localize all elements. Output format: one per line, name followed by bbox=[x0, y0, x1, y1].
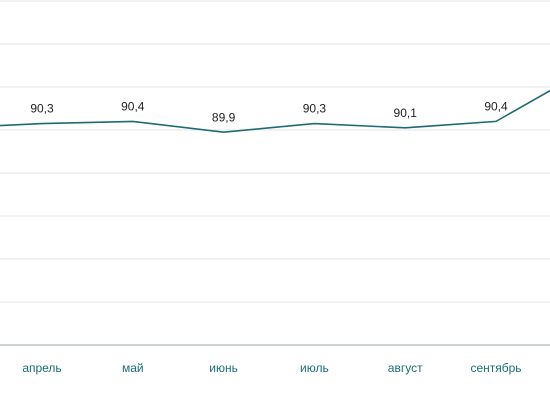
x-tick-label: август bbox=[388, 361, 423, 375]
data-label: 90,4 bbox=[121, 100, 145, 114]
data-label: 90,4 bbox=[484, 100, 508, 114]
x-tick-label: июль bbox=[300, 361, 329, 375]
x-tick-label: сентябрь bbox=[470, 361, 521, 375]
data-label: 89,9 bbox=[212, 110, 236, 124]
data-label: 90,1 bbox=[394, 106, 418, 120]
x-tick-label: июнь bbox=[209, 361, 238, 375]
data-label: 90,3 bbox=[303, 102, 327, 116]
x-tick-label: май bbox=[122, 361, 144, 375]
line bbox=[0, 89, 550, 133]
x-tick-label: апрель bbox=[22, 361, 61, 375]
data-label: 90,3 bbox=[30, 102, 54, 116]
